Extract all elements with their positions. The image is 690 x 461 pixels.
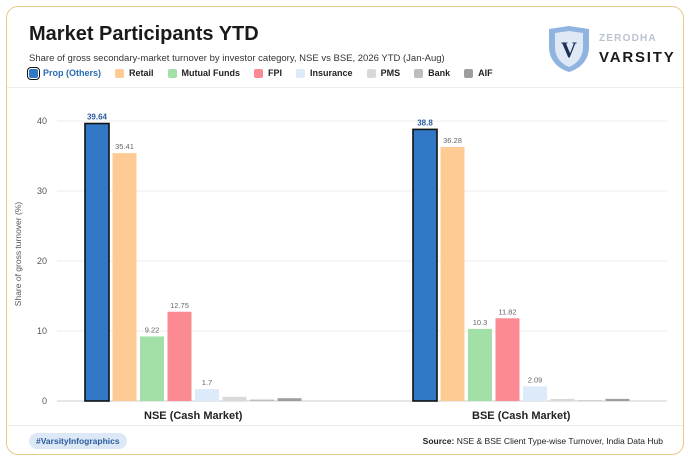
bar [84, 122, 110, 402]
y-tick-label: 40 [37, 116, 47, 126]
x-category-label: NSE (Cash Market) [144, 410, 243, 422]
header-divider [7, 87, 683, 88]
legend-item[interactable]: Prop (Others) [27, 66, 102, 80]
logo-letter: V [561, 37, 577, 62]
legend-swatch [254, 68, 264, 78]
data-label: 1.7 [202, 378, 212, 387]
chart-legend: Prop (Others) Retail Mutual Funds FPI Insura… [27, 66, 507, 80]
x-category-label: BSE (Cash Market) [472, 410, 571, 422]
y-tick-label: 10 [37, 326, 47, 336]
legend-label: Prop (Others) [43, 68, 102, 78]
source-note: Source: NSE & BSE Client Type-wise Turno… [423, 436, 663, 446]
chart-subtitle: Share of gross secondary-market turnover… [29, 53, 445, 64]
bar [412, 128, 438, 402]
footer-divider [7, 425, 683, 426]
bar [605, 398, 630, 401]
legend-item[interactable]: Bank [414, 68, 450, 78]
source-text: NSE & BSE Client Type-wise Turnover, Ind… [456, 436, 663, 446]
data-label: 12.75 [170, 301, 189, 310]
legend-label: Bank [428, 68, 451, 78]
brand-product: VARSITY [599, 49, 676, 66]
legend-item[interactable]: Retail [115, 68, 154, 78]
shield-icon: V [549, 26, 589, 72]
legend-swatch [167, 68, 177, 78]
bar-chart: 0 10 20 30 40 Share of gross turnover (%) 39.6… [13, 113, 667, 422]
legend-item[interactable]: Insurance [296, 68, 353, 78]
bar [550, 398, 575, 401]
y-tick-label: 20 [37, 256, 47, 266]
legend-label: Insurance [310, 68, 353, 78]
legend-swatch [296, 68, 306, 78]
legend-swatch [464, 68, 474, 78]
legend-item[interactable]: AIF [464, 68, 493, 78]
data-label: 10.3 [473, 318, 488, 327]
data-label: 39.64 [87, 113, 108, 122]
legend-item[interactable]: FPI [254, 68, 282, 78]
source-label: Source: [422, 436, 455, 446]
bar [250, 399, 274, 401]
legend-label: FPI [268, 68, 283, 78]
legend-label: Retail [129, 68, 154, 78]
data-label: 35.41 [115, 142, 134, 151]
bar [523, 386, 547, 401]
bar [222, 396, 247, 401]
y-tick-label: 0 [42, 396, 47, 406]
infographic-card: Market Participants YTD Share of gross s… [6, 6, 684, 455]
bar [440, 147, 465, 401]
legend-swatch [27, 66, 40, 80]
hashtag-badge[interactable]: #VarsityInfographics [29, 433, 127, 449]
legend-swatch [366, 68, 376, 78]
data-label: 11.82 [498, 307, 516, 316]
bar [140, 336, 164, 401]
legend-label: Mutual Funds [181, 68, 241, 78]
legend-item[interactable]: PMS [366, 68, 401, 78]
legend-swatch [414, 68, 424, 78]
data-label: 9.22 [145, 325, 160, 334]
chart-title: Market Participants YTD [29, 23, 259, 45]
data-label: 38.8 [417, 118, 433, 127]
bar [195, 389, 219, 401]
y-tick-label: 30 [37, 186, 47, 196]
legend-item[interactable]: Mutual Funds [167, 68, 241, 78]
data-label: 36.28 [443, 136, 462, 145]
bar [167, 311, 192, 401]
bar [578, 400, 602, 401]
bar [495, 318, 520, 401]
brand-logo: V ZERODHA VARSITY [547, 25, 674, 78]
bar [112, 153, 137, 401]
y-axis-label: Share of gross turnover (%) [13, 202, 23, 307]
legend-label: PMS [380, 68, 401, 78]
bar [277, 398, 302, 401]
brand-company: ZERODHA [599, 33, 657, 44]
data-label: 2.09 [528, 375, 543, 384]
bar [468, 328, 492, 401]
legend-label: AIF [478, 68, 493, 78]
legend-swatch [115, 68, 125, 78]
